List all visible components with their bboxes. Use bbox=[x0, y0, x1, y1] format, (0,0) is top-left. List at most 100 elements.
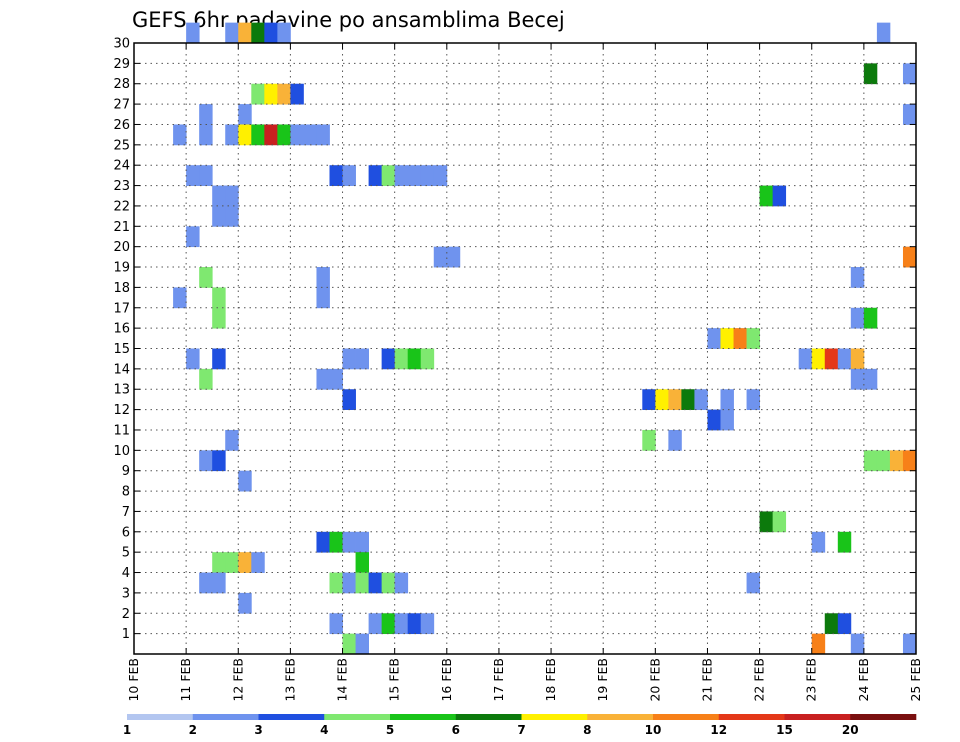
x-tick-label: 20 FEB bbox=[647, 658, 662, 702]
heatmap-cell bbox=[394, 165, 409, 186]
x-tick-label: 21 FEB bbox=[699, 658, 714, 702]
heatmap-cell bbox=[225, 552, 239, 573]
heatmap-cell bbox=[381, 613, 396, 635]
heatmap-cells bbox=[173, 22, 917, 655]
heatmap-cell bbox=[381, 572, 396, 594]
colorbar-swatch bbox=[192, 714, 259, 720]
y-tick-label: 13 bbox=[113, 383, 130, 398]
heatmap-cell bbox=[655, 389, 669, 410]
colorbar-swatch bbox=[455, 714, 522, 720]
y-tick-label: 25 bbox=[113, 138, 130, 153]
heatmap-cell bbox=[251, 552, 265, 573]
y-tick-label: 10 bbox=[113, 444, 130, 459]
heatmap-cell bbox=[850, 267, 865, 288]
colorbar-swatch bbox=[521, 714, 588, 720]
heatmap-cell bbox=[355, 552, 369, 573]
colorbar-label: 2 bbox=[189, 723, 197, 737]
x-tick-label: 15 FEB bbox=[387, 658, 402, 702]
heatmap-cell bbox=[199, 267, 213, 288]
colorbar-label: 8 bbox=[583, 723, 591, 737]
heatmap-cell bbox=[342, 572, 356, 594]
heatmap-cell bbox=[342, 389, 356, 410]
y-tick-label: 23 bbox=[113, 179, 130, 194]
heatmap-cell bbox=[407, 165, 422, 186]
heatmap-cell bbox=[277, 22, 291, 44]
y-tick-label: 17 bbox=[113, 301, 130, 316]
colorbar-label: 5 bbox=[386, 723, 394, 737]
heatmap-cell bbox=[199, 450, 213, 472]
heatmap-cell bbox=[212, 450, 226, 472]
y-tick-label: 22 bbox=[113, 199, 130, 214]
heatmap-cell bbox=[850, 633, 865, 655]
colorbar-swatch bbox=[850, 714, 917, 720]
heatmap-cell bbox=[342, 165, 356, 186]
heatmap-cell bbox=[316, 124, 330, 146]
colorbar-label: 10 bbox=[645, 723, 662, 737]
heatmap-cell bbox=[199, 368, 213, 390]
heatmap-cell bbox=[329, 613, 343, 635]
heatmap-cell bbox=[902, 633, 917, 655]
y-tick-label: 16 bbox=[113, 322, 130, 337]
heatmap-cell bbox=[355, 572, 369, 594]
heatmap-cell bbox=[863, 307, 878, 329]
heatmap-cell bbox=[394, 572, 409, 594]
heatmap-cell bbox=[238, 22, 252, 44]
y-tick-label: 24 bbox=[113, 159, 130, 174]
grid-lines bbox=[134, 43, 916, 654]
heatmap-cell bbox=[290, 124, 304, 146]
colorbar-label: 7 bbox=[517, 723, 525, 737]
heatmap-cell bbox=[186, 165, 200, 186]
heatmap-cell bbox=[368, 572, 383, 594]
heatmap-cell bbox=[811, 531, 826, 553]
heatmap-cell bbox=[225, 124, 239, 146]
heatmap-cell bbox=[733, 328, 747, 349]
y-tick-label: 20 bbox=[113, 240, 130, 255]
heatmap-cell bbox=[837, 348, 852, 370]
y-tick-label: 8 bbox=[122, 485, 130, 500]
y-tick-label: 15 bbox=[113, 342, 130, 357]
heatmap-cell bbox=[902, 63, 917, 85]
heatmap-cell bbox=[212, 205, 226, 227]
x-tick-label: 19 FEB bbox=[595, 658, 610, 702]
heatmap-cell bbox=[759, 511, 774, 533]
heatmap-cell bbox=[212, 307, 226, 329]
x-tick-label: 13 FEB bbox=[282, 658, 297, 702]
x-tick-label: 22 FEB bbox=[752, 658, 767, 702]
heatmap-cell bbox=[342, 348, 356, 370]
heatmap-cell bbox=[251, 83, 265, 105]
heatmap-cell bbox=[446, 246, 461, 268]
x-tick-label: 16 FEB bbox=[439, 658, 454, 702]
x-tick-label: 17 FEB bbox=[491, 658, 506, 702]
y-tick-label: 19 bbox=[113, 261, 130, 276]
heatmap-cell bbox=[420, 348, 435, 370]
heatmap-cell bbox=[863, 368, 878, 390]
heatmap-cell bbox=[212, 552, 226, 573]
heatmap-cell bbox=[798, 348, 813, 370]
y-tick-label: 3 bbox=[122, 586, 130, 601]
heatmap-cell bbox=[720, 328, 734, 349]
colorbar-label: 12 bbox=[710, 723, 727, 737]
heatmap-cell bbox=[668, 429, 682, 451]
x-tick-label: 10 FEB bbox=[126, 658, 141, 702]
y-tick-label: 4 bbox=[122, 566, 130, 581]
heatmap-cell bbox=[238, 552, 252, 573]
heatmap-cell bbox=[212, 348, 226, 370]
heatmap-cell bbox=[876, 450, 891, 472]
heatmap-cell bbox=[668, 389, 682, 410]
heatmap-cell bbox=[381, 348, 396, 370]
heatmap-cell bbox=[303, 124, 317, 146]
heatmap-cell bbox=[290, 83, 304, 105]
colorbar-label: 1 bbox=[123, 723, 131, 737]
heatmap-cell bbox=[212, 572, 226, 594]
heatmap-cell bbox=[707, 328, 721, 349]
chart-title: GEFS 6hr padavine po ansamblima Becej bbox=[132, 8, 565, 32]
x-tick-label: 25 FEB bbox=[908, 658, 923, 702]
y-tick-label: 7 bbox=[122, 505, 130, 520]
heatmap-cell bbox=[355, 348, 369, 370]
colorbar-swatch bbox=[258, 714, 325, 720]
heatmap-cell bbox=[407, 613, 422, 635]
heatmap-cell bbox=[863, 63, 878, 85]
x-tick-label: 18 FEB bbox=[543, 658, 558, 702]
y-tick-label: 26 bbox=[113, 118, 130, 133]
heatmap-cell bbox=[746, 389, 760, 410]
